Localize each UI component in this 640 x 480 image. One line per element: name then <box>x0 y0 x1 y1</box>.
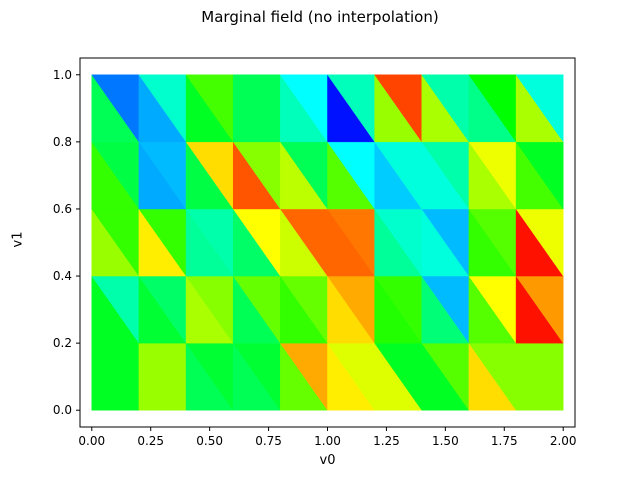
heatmap-triangle <box>515 74 564 143</box>
x-tick-label: 1.00 <box>314 434 341 448</box>
x-tick-label: 0.75 <box>255 434 282 448</box>
x-tick-label: 2.00 <box>550 434 577 448</box>
x-tick-label: 0.25 <box>137 434 164 448</box>
y-tick-label: 0.8 <box>53 135 72 149</box>
x-axis-ticks: 0.00 0.25 0.50 0.75 1.00 1.25 1.50 1.75 2.00 <box>78 427 577 448</box>
x-tick-label: 0.50 <box>196 434 223 448</box>
heatmap-cells <box>91 73 564 412</box>
x-tick-label: 1.50 <box>432 434 459 448</box>
x-axis-label: v0 <box>319 453 336 468</box>
y-axis-label: v1 <box>10 231 26 248</box>
chart-title: Marginal field (no interpolation) <box>201 8 439 26</box>
y-tick-label: 1.0 <box>53 68 72 82</box>
y-tick-label: 0.4 <box>53 269 72 283</box>
y-tick-label: 0.2 <box>53 336 72 350</box>
y-tick-label: 0.0 <box>53 403 72 417</box>
y-tick-label: 0.6 <box>53 202 72 216</box>
x-tick-label: 1.25 <box>373 434 400 448</box>
y-axis-ticks: 0.0 0.2 0.4 0.6 0.8 1.0 <box>53 68 80 417</box>
x-tick-label: 0.00 <box>78 434 105 448</box>
x-tick-label: 1.75 <box>491 434 518 448</box>
